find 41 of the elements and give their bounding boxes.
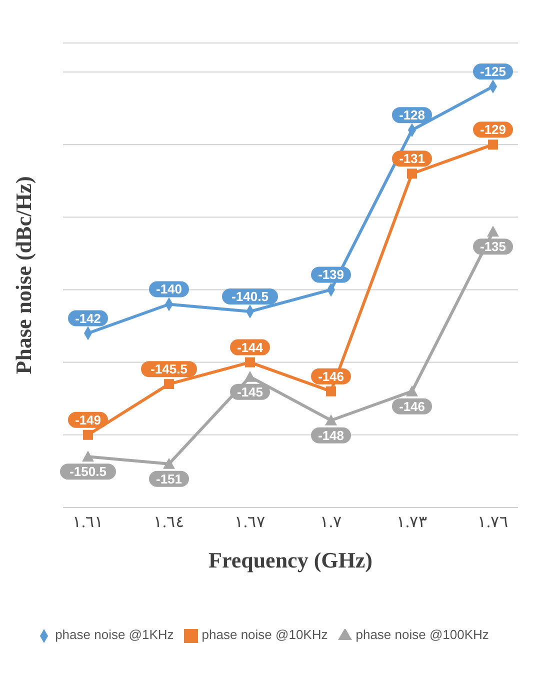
y-axis-title: Phase noise (dBc/Hz) <box>10 176 36 374</box>
data-label: -140.5 <box>232 289 268 304</box>
data-label: -148 <box>318 428 344 443</box>
data-label: -150.5 <box>70 464 106 480</box>
x-tick-label: ١.٦٧ <box>234 514 266 531</box>
point <box>83 430 93 440</box>
data-label: -145 <box>236 384 264 400</box>
data-label: -125 <box>480 64 506 80</box>
data-label: -146 <box>398 398 426 414</box>
data-label: -131 <box>398 151 426 166</box>
point <box>245 357 255 368</box>
point <box>325 414 337 426</box>
x-tick-label: ١.٦٤ <box>154 514 184 531</box>
point <box>487 226 499 237</box>
data-label: -145.5 <box>150 362 188 377</box>
data-label: -144 <box>236 340 264 355</box>
point <box>164 379 174 390</box>
point <box>326 386 336 396</box>
x-tick-label: ١.٦١ <box>72 514 104 531</box>
point <box>407 168 417 179</box>
data-label: -129 <box>480 122 506 138</box>
data-label: -151 <box>156 471 182 486</box>
point <box>82 450 94 462</box>
data-label: -139 <box>318 267 344 282</box>
data-label: -146 <box>318 368 344 384</box>
x-axis-title: Frequency (GHz) <box>208 547 372 572</box>
legend-label: phase noise @100KHz <box>356 627 489 642</box>
data-label: -142 <box>74 310 102 326</box>
point <box>406 385 418 396</box>
data-label: -140 <box>156 282 182 297</box>
point <box>488 140 498 150</box>
data-label: -135 <box>480 239 506 254</box>
data-label: -149 <box>74 412 102 428</box>
x-tick-label: ١.٧ <box>320 514 342 531</box>
data-label: -128 <box>398 108 426 123</box>
x-tick-label: ١.٧٣ <box>396 514 428 531</box>
point <box>244 370 256 382</box>
x-tick-label: ١.٧٦ <box>478 514 508 531</box>
legend-label: phase noise @1KHz <box>55 627 174 642</box>
point <box>163 458 175 469</box>
legend-label: phase noise @10KHz <box>202 627 328 642</box>
